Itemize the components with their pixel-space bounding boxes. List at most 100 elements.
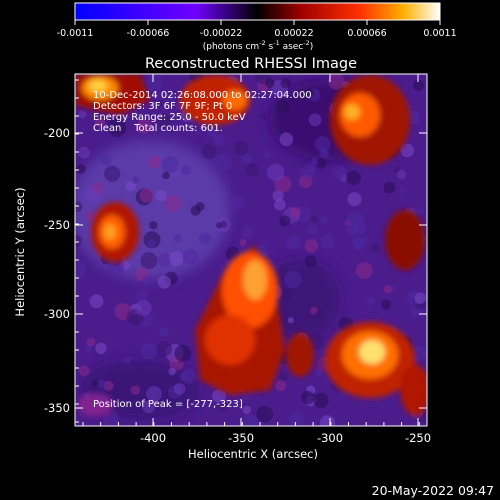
texture-blob (242, 393, 249, 400)
texture-blob (272, 190, 284, 202)
texture-blob (311, 215, 318, 222)
texture-blob (316, 158, 327, 169)
y-tick-label: -250 (44, 218, 70, 232)
texture-blob (400, 143, 415, 158)
texture-blob (315, 310, 325, 320)
rhessi-image (75, 74, 427, 426)
texture-blob (75, 261, 87, 279)
texture-blob (362, 235, 369, 242)
texture-blob (216, 400, 228, 412)
texture-blob (278, 371, 289, 382)
texture-blob (161, 155, 180, 174)
texture-blob (383, 181, 396, 194)
colorbar-tick-label: 0.00066 (347, 28, 386, 39)
colorbar-tick-label: -0.00022 (200, 28, 243, 39)
texture-blob (242, 405, 251, 415)
texture-blob (97, 379, 106, 389)
x-tick-label: -250 (405, 431, 431, 445)
texture-blob (103, 411, 119, 426)
texture-blob (155, 189, 168, 202)
texture-blob (347, 192, 362, 207)
texture-blob (346, 170, 361, 186)
texture-blob (320, 234, 336, 250)
texture-blob (241, 414, 259, 426)
texture-blob (411, 345, 427, 361)
time-range-label: 10-Dec-2014 02:26:08.000 to 02:27:04.000 (93, 90, 312, 101)
texture-blob (264, 78, 275, 89)
texture-blob (383, 285, 393, 294)
colorbar-ticks (74, 20, 441, 25)
texture-blob (142, 400, 156, 414)
x-axis-label: Heliocentric X (arcsec) (188, 447, 318, 461)
clean-counts-label: Clean Total counts: 601. (93, 123, 223, 134)
texture-blob (182, 248, 199, 265)
texture-blob (135, 299, 152, 316)
colorbar-tick-label: -0.0011 (57, 28, 94, 39)
colorbar: -0.0011 -0.00066 -0.00022 0.00022 0.0006… (57, 2, 457, 52)
texture-blob (181, 165, 191, 175)
texture-blob (230, 195, 246, 210)
texture-blob (181, 368, 197, 384)
y-tick-label: -300 (44, 307, 70, 321)
texture-blob (75, 201, 83, 212)
texture-blob (162, 171, 170, 180)
x-tick-label: -350 (228, 431, 254, 445)
texture-blob (353, 239, 364, 250)
texture-blob (239, 238, 247, 247)
texture-blob (155, 100, 163, 108)
texture-blob (279, 215, 291, 227)
texture-blob (332, 165, 347, 180)
info-annotation: 10-Dec-2014 02:26:08.000 to 02:27:04.000… (93, 90, 312, 134)
texture-blob (263, 151, 271, 159)
texture-blob (140, 252, 158, 270)
texture-blob (304, 238, 319, 253)
texture-blob (168, 251, 184, 266)
texture-blob (84, 186, 101, 203)
texture-blob (289, 411, 305, 426)
y-axis-label: Heliocentric Y (arcsec) (13, 187, 27, 316)
texture-blob (345, 222, 359, 236)
texture-blob (267, 163, 285, 182)
texture-blob (233, 140, 249, 156)
texture-blob (279, 132, 294, 146)
texture-blob (140, 343, 157, 360)
texture-blob (94, 117, 105, 127)
colorbar-tick-label: 0.0011 (423, 28, 456, 39)
texture-blob (260, 113, 267, 120)
texture-blob (256, 405, 274, 423)
texture-blob (159, 326, 169, 337)
texture-blob (396, 169, 407, 180)
texture-blob (167, 94, 176, 102)
texture-blob (284, 270, 302, 289)
texture-blob (108, 119, 126, 137)
texture-blob (145, 74, 163, 93)
texture-blob (174, 234, 182, 243)
texture-blob (75, 234, 82, 247)
texture-blob (380, 299, 391, 310)
texture-blob (190, 205, 201, 216)
texture-blob (76, 164, 86, 174)
texture-blob (408, 291, 416, 298)
texture-blob (279, 287, 293, 301)
texture-blob (84, 210, 96, 222)
texture-blob (214, 134, 225, 146)
texture-blob (319, 148, 329, 159)
texture-blob (142, 275, 153, 287)
texture-blob (399, 187, 407, 195)
peak-position-label: Position of Peak = [-277,-323] (93, 399, 243, 410)
texture-blob (289, 206, 302, 218)
plot-frame (74, 73, 428, 427)
texture-blob (174, 344, 192, 362)
texture-blob (104, 165, 121, 182)
texture-blob (366, 296, 376, 306)
texture-blob (199, 232, 212, 246)
texture-blob (241, 227, 253, 239)
y-tick-label: -350 (44, 401, 70, 415)
texture-blob (131, 176, 140, 184)
texture-blob (301, 390, 315, 405)
texture-blob (370, 243, 381, 254)
texture-blob (242, 153, 252, 164)
texture-blob (319, 215, 328, 225)
texture-blob (274, 198, 286, 211)
